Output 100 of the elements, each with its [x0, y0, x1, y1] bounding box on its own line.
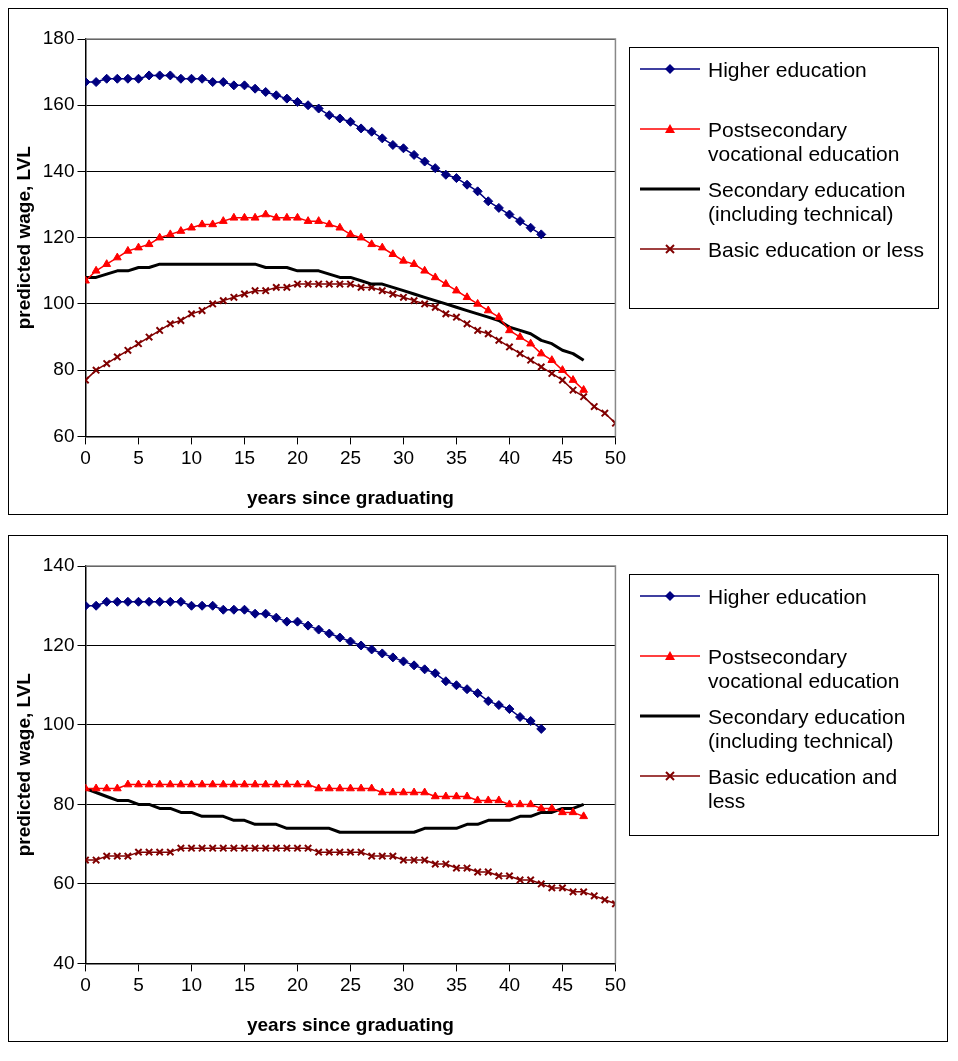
point [207, 77, 218, 88]
point [600, 409, 610, 418]
point [134, 242, 143, 251]
point [430, 668, 441, 679]
point [547, 355, 557, 363]
point [102, 359, 111, 368]
point [409, 259, 419, 267]
point [398, 656, 409, 667]
point [346, 847, 355, 857]
point [356, 123, 367, 134]
point [558, 883, 567, 893]
point [451, 680, 462, 691]
point [590, 891, 599, 901]
point [197, 600, 208, 611]
point [419, 156, 430, 167]
point [219, 843, 228, 853]
point [568, 375, 578, 383]
point [430, 791, 440, 800]
point [494, 336, 504, 345]
point [452, 285, 461, 294]
point [250, 608, 261, 619]
point [144, 70, 155, 81]
point [356, 283, 366, 292]
point [154, 596, 165, 607]
point [600, 895, 610, 904]
y-axis-title: predicted wage, LVL [12, 145, 34, 330]
x-tick-label: 10 [180, 447, 203, 469]
point [483, 196, 494, 207]
y-tick-label: 120 [42, 633, 75, 655]
point [525, 715, 536, 726]
point [250, 286, 260, 295]
point [303, 100, 314, 111]
point [473, 867, 482, 877]
point [547, 883, 557, 893]
point [420, 787, 430, 796]
point [292, 96, 303, 107]
point [345, 636, 356, 647]
point [175, 73, 186, 84]
point [260, 86, 271, 97]
y-tick-label: 60 [53, 872, 75, 894]
point [346, 783, 355, 792]
point [303, 620, 314, 631]
point [346, 279, 355, 289]
point [134, 779, 143, 788]
point [378, 851, 387, 861]
point [91, 365, 101, 375]
x-tick-label: 50 [604, 447, 626, 469]
point [515, 712, 526, 723]
point [261, 286, 270, 295]
point [250, 779, 260, 788]
point [186, 600, 197, 611]
point [186, 73, 197, 84]
point [579, 385, 589, 393]
point [526, 356, 535, 365]
point [197, 306, 207, 315]
point [271, 779, 281, 788]
point [483, 795, 493, 804]
x-axis-title: years since graduating [246, 486, 454, 508]
point [91, 855, 101, 865]
point [325, 279, 334, 289]
point [122, 73, 133, 84]
point [378, 286, 387, 295]
y-axis-title: predicted wage, LVL [12, 672, 34, 857]
point [504, 209, 515, 220]
point [409, 296, 419, 305]
point [431, 859, 440, 869]
point [568, 887, 578, 897]
y-tick-label: 60 [53, 424, 75, 446]
point [452, 863, 461, 873]
x-axis-title: years since graduating [246, 1013, 454, 1035]
point [112, 596, 123, 607]
point [484, 329, 493, 338]
point [239, 80, 250, 91]
point [281, 93, 292, 104]
point [493, 700, 504, 711]
point [134, 339, 143, 348]
point [473, 795, 483, 804]
point [462, 292, 472, 301]
point [282, 212, 292, 221]
point [155, 779, 165, 788]
point [367, 783, 377, 792]
point [441, 309, 451, 319]
point [515, 216, 526, 227]
point [334, 632, 345, 643]
point [377, 648, 388, 659]
point [240, 843, 249, 853]
legend-label: Postsecondary vocational education [708, 645, 901, 693]
x-tick-label: 35 [445, 447, 468, 469]
point [537, 879, 546, 889]
point [515, 875, 525, 885]
point [102, 783, 112, 792]
point [398, 143, 409, 154]
point [452, 791, 461, 800]
point [208, 779, 218, 788]
point [293, 779, 302, 788]
y-tick-label: 80 [53, 792, 75, 814]
point [282, 779, 292, 788]
point [536, 723, 547, 734]
point [399, 255, 408, 264]
point [430, 272, 440, 281]
